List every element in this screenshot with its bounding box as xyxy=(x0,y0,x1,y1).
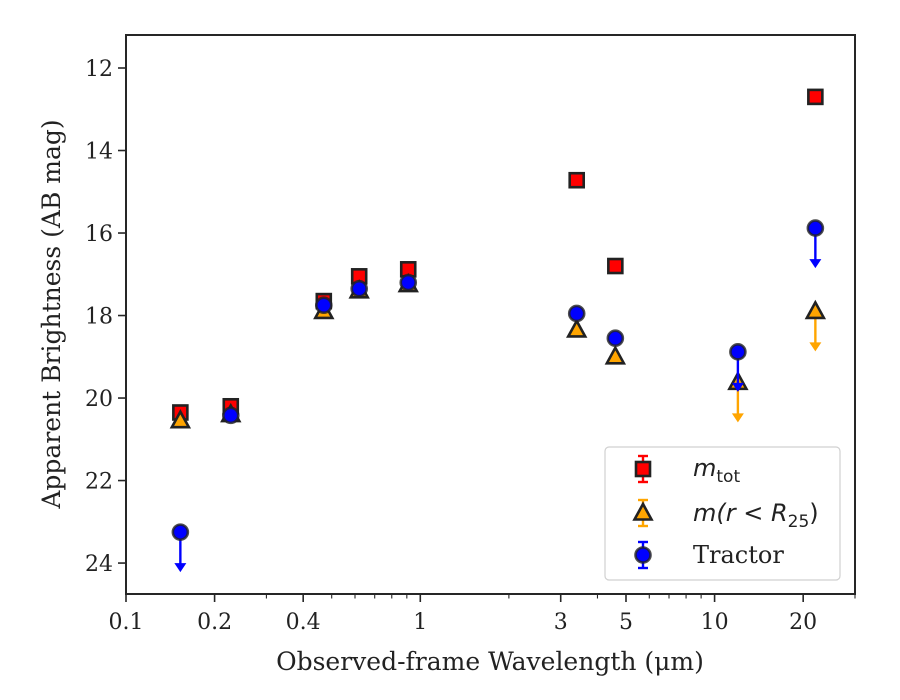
series-mr25 xyxy=(169,272,827,429)
x-tick-label: 1 xyxy=(413,610,427,635)
legend-label-mtot: mtot xyxy=(693,454,740,487)
ticks: 0.1 0.2 0.4 1 3 5 10 20 12 14 16 18 20 22 24 xyxy=(85,57,856,635)
upper-limit-arrow-head xyxy=(731,382,744,392)
legend-label-tractor: Tractor xyxy=(693,541,784,569)
x-tick-label: 5 xyxy=(619,610,633,635)
x-tick-label: 20 xyxy=(789,610,817,635)
upper-limit-arrow-head xyxy=(809,259,822,269)
x-axis-label: Observed-frame Wavelength (μm) xyxy=(276,647,704,676)
upper-limit-arrow-head xyxy=(174,563,187,573)
legend-handles xyxy=(632,454,654,570)
legend-marker-mtot xyxy=(634,460,652,478)
x-tick-label: 10 xyxy=(701,610,729,635)
legend-label-mr25: m(r < R25) xyxy=(693,499,819,532)
series-mtot xyxy=(172,88,824,421)
data-marks xyxy=(169,88,827,573)
legend-marker-mr25 xyxy=(632,501,654,521)
x-tick-label: 3 xyxy=(554,610,568,635)
upper-limit-arrow-head xyxy=(731,413,744,423)
y-axis-label: Apparent Brightness (AB mag) xyxy=(37,119,66,509)
plot-frame xyxy=(125,34,856,595)
y-tick-label: 16 xyxy=(85,222,113,247)
x-tick-label: 0.1 xyxy=(109,610,144,635)
y-tick-label: 18 xyxy=(85,305,113,330)
y-tick-label: 12 xyxy=(85,57,113,82)
x-tick-label: 0.2 xyxy=(197,610,232,635)
y-tick-label: 24 xyxy=(85,552,113,577)
legend-marker-tractor xyxy=(634,546,652,564)
y-tick-label: 20 xyxy=(85,387,113,412)
x-tick-label: 0.4 xyxy=(286,610,321,635)
y-tick-label: 14 xyxy=(85,140,113,165)
y-tick-label: 22 xyxy=(85,470,113,495)
upper-limit-arrow-head xyxy=(809,342,822,352)
legend-box xyxy=(604,446,841,581)
series-tractor xyxy=(171,219,825,573)
legend: mtot m(r < R25) Tractor xyxy=(604,446,841,581)
